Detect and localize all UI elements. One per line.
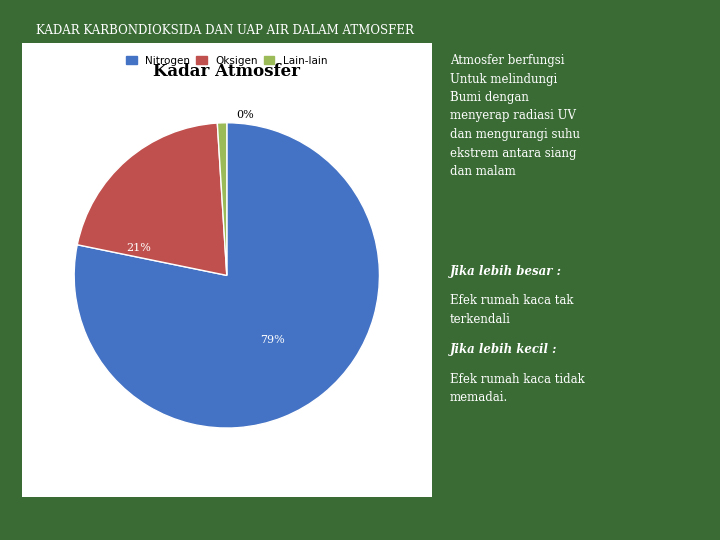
- Text: Jika lebih kecil :: Jika lebih kecil :: [450, 343, 557, 356]
- Title: Kadar Atmosfer: Kadar Atmosfer: [153, 63, 300, 80]
- Text: 21%: 21%: [126, 243, 150, 253]
- Text: 0%: 0%: [236, 110, 254, 120]
- Legend: Nitrogen, Oksigen, Lain-lain: Nitrogen, Oksigen, Lain-lain: [122, 52, 331, 70]
- Wedge shape: [77, 123, 227, 275]
- Text: Atmosfer berfungsi
Untuk melindungi
Bumi dengan
menyerap radiasi UV
dan menguran: Atmosfer berfungsi Untuk melindungi Bumi…: [450, 54, 580, 178]
- Text: Jika lebih besar :: Jika lebih besar :: [450, 265, 562, 278]
- Wedge shape: [217, 123, 227, 275]
- Text: Efek rumah kaca tak
terkendali: Efek rumah kaca tak terkendali: [450, 294, 574, 326]
- Text: 79%: 79%: [260, 334, 285, 345]
- Text: Efek rumah kaca tidak
memadai.: Efek rumah kaca tidak memadai.: [450, 373, 585, 404]
- Text: KADAR KARBONDIOKSIDA DAN UAP AIR DALAM ATMOSFER: KADAR KARBONDIOKSIDA DAN UAP AIR DALAM A…: [36, 24, 414, 37]
- Wedge shape: [74, 123, 379, 428]
